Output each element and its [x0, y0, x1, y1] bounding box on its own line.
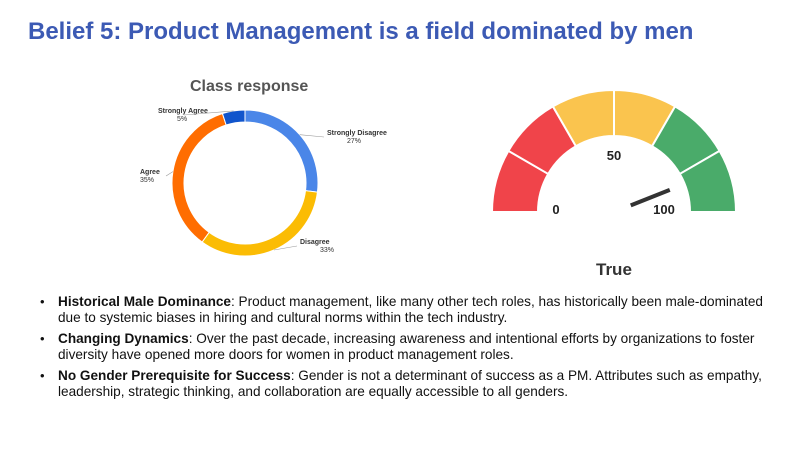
- bullet-text: : Product management, like many other te…: [58, 294, 763, 325]
- bullet-dot: •: [40, 294, 45, 309]
- donut-leader-line: [273, 245, 298, 251]
- gauge-tick-label: 50: [607, 148, 621, 163]
- bullet-heading: Changing Dynamics: [58, 331, 189, 346]
- donut-slice-label: Disagree: [300, 239, 330, 246]
- bullet-heading: Historical Male Dominance: [58, 294, 231, 309]
- slide-title: Belief 5: Product Management is a field …: [28, 18, 694, 45]
- donut-leader-line: [299, 134, 325, 138]
- donut-slice-value: 27%: [347, 138, 361, 145]
- donut-slice: [221, 109, 246, 126]
- bullet-item: • No Gender Prerequisite for Success: Ge…: [40, 368, 770, 400]
- donut-leader-line: [165, 171, 174, 177]
- bullet-dot: •: [40, 331, 45, 346]
- bullet-text: : Over the past decade, increasing aware…: [58, 331, 755, 362]
- gauge-band: [678, 149, 738, 213]
- gauge-tick-label: 100: [653, 202, 675, 217]
- donut-slice-label: Agree: [140, 169, 160, 176]
- gauge-verdict: True: [596, 260, 632, 279]
- donut-leader-line: [183, 110, 234, 116]
- donut-slice-value: 35%: [140, 177, 154, 184]
- bullet-item: • Historical Male Dominance: Product man…: [40, 294, 770, 326]
- gauge-needle: [629, 188, 671, 208]
- gauge-tick-label: 0: [552, 202, 559, 217]
- donut-slice-label: Strongly Disagree: [327, 130, 387, 137]
- bullet-heading: No Gender Prerequisite for Success: [58, 368, 291, 383]
- bullet-list: • Historical Male Dominance: Product man…: [40, 294, 770, 405]
- donut-slice-value: 5%: [177, 116, 187, 123]
- donut-chart-title: Class response: [190, 78, 309, 95]
- bullet-text: : Gender is not a determinant of success…: [58, 368, 762, 399]
- bullet-dot: •: [40, 368, 45, 383]
- donut-slice-label: Strongly Agree: [158, 108, 208, 115]
- donut-slice-value: 33%: [320, 247, 334, 254]
- bullet-item: • Changing Dynamics: Over the past decad…: [40, 331, 770, 363]
